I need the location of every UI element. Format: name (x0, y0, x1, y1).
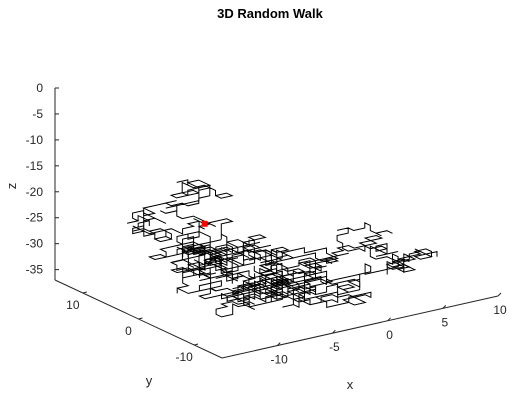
z-tick-label: -15 (26, 159, 44, 173)
z-tick-label: -5 (32, 107, 43, 121)
z-tick-label: -20 (26, 185, 44, 199)
x-tick-mark (497, 292, 502, 297)
start-marker (201, 220, 208, 227)
z-tick-label: -30 (26, 237, 44, 251)
x-tick-label: 5 (441, 315, 448, 329)
axes (54, 87, 502, 359)
y-tick-mark (194, 343, 199, 346)
tick-labels: -10 -5 0 5 10 -10 0 10 0 -5 -10 -15 -20 -25 -30 -35 (26, 81, 507, 367)
x-tick-label: 10 (493, 303, 507, 317)
x-tick-mark (276, 342, 281, 346)
z-tick-label: -10 (26, 133, 44, 147)
x-tick-label: -5 (329, 340, 340, 354)
x-axis-line (221, 295, 499, 359)
z-tick-label: -25 (26, 211, 44, 225)
y-tick-mark (138, 317, 143, 320)
y-axis-label: y (146, 373, 153, 388)
z-tick-label: 0 (36, 81, 43, 95)
y-tick-label: 0 (125, 324, 132, 338)
y-tick-label: -10 (175, 350, 193, 364)
random-walk (126, 179, 438, 318)
x-tick-label: -10 (271, 353, 289, 367)
x-axis-label: x (347, 377, 354, 392)
y-tick-label: 10 (66, 298, 80, 312)
x-tick-mark (442, 305, 447, 309)
x-tick-label: 0 (386, 328, 393, 342)
walk-path (126, 179, 438, 318)
y-tick-mark (82, 291, 87, 294)
z-tick-label: -35 (26, 263, 44, 277)
z-axis-label: z (4, 183, 19, 190)
chart-title: 3D Random Walk (217, 6, 323, 21)
x-tick-mark (332, 329, 336, 334)
x-tick-mark (387, 317, 391, 322)
